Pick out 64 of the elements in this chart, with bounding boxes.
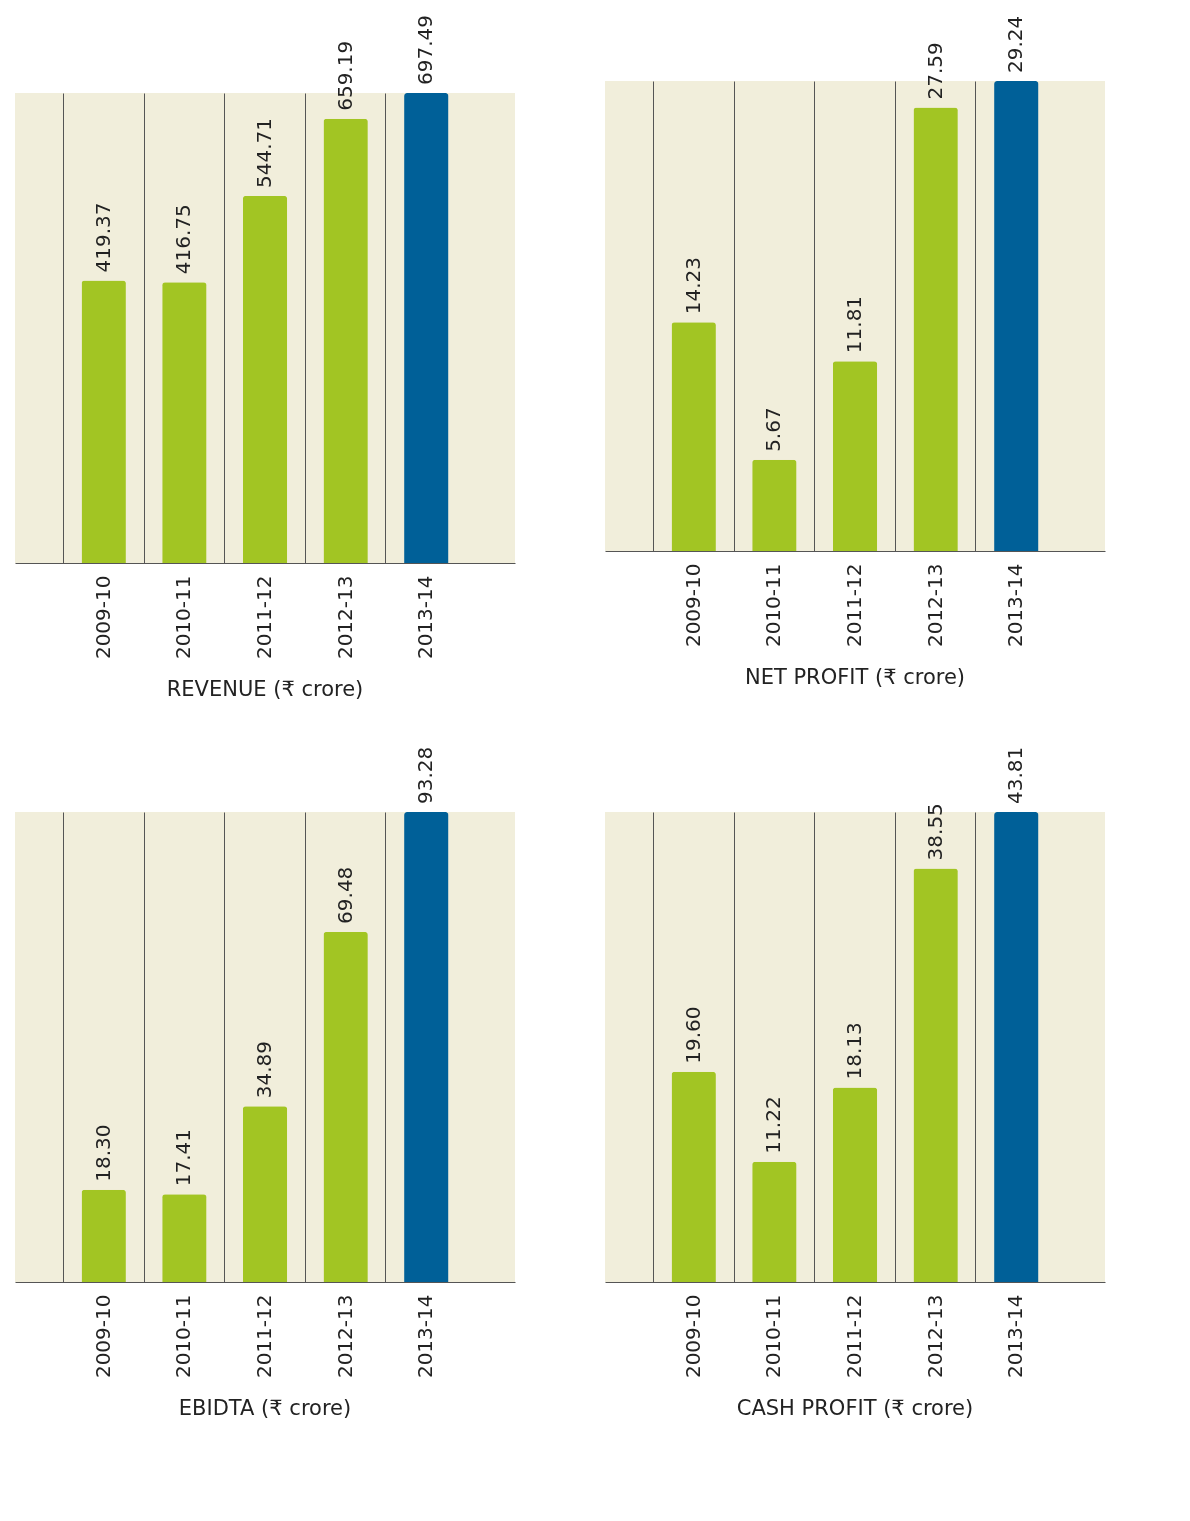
- data-label: 27.59: [922, 42, 947, 100]
- bar: [242, 1106, 288, 1282]
- text: NET PROFIT (₹ crore): [744, 664, 966, 689]
- x-tick-label: 2011-12: [252, 575, 276, 660]
- data-label: 93.28: [413, 746, 438, 804]
- x-tick-label: 2009-10: [680, 1294, 705, 1379]
- data-label: 419.37: [90, 202, 115, 273]
- x-tick-label: 2013-14: [413, 575, 438, 660]
- data-label: 43.81: [1003, 746, 1028, 804]
- bar: [81, 1189, 126, 1282]
- data-label: 69.48: [332, 866, 357, 924]
- bar: [913, 107, 958, 551]
- data-label: 5.67: [761, 407, 786, 452]
- data-label: 34.89: [252, 1040, 276, 1099]
- bar: [162, 1194, 207, 1282]
- x-tick-label: 2009-10: [680, 563, 705, 648]
- x-tick-label: 2012-13: [332, 575, 357, 660]
- data-label: 18.13: [842, 1022, 866, 1080]
- x-tick-label: 2010-11: [171, 575, 196, 660]
- data-label: 11.22: [761, 1096, 786, 1154]
- bar: [752, 1161, 797, 1282]
- bar: [162, 282, 207, 563]
- x-tick-label: 2009-10: [90, 575, 115, 660]
- data-label: 18.30: [90, 1124, 115, 1182]
- data-label: 697.49: [413, 15, 438, 85]
- bar: [832, 361, 878, 551]
- text: EBIDTA (₹ crore): [178, 1395, 352, 1420]
- bar: [404, 93, 449, 563]
- x-tick-label: 2012-13: [332, 1294, 357, 1379]
- bar: [323, 118, 368, 563]
- data-label: 416.75: [171, 204, 196, 275]
- bar: [323, 931, 368, 1282]
- bar: [242, 195, 288, 563]
- data-label: 19.60: [680, 1006, 705, 1064]
- bar: [404, 812, 449, 1282]
- x-tick-label: 2010-11: [761, 563, 786, 648]
- data-label: 11.81: [842, 295, 866, 354]
- x-tick-label: 2013-14: [1003, 563, 1028, 648]
- data-label: 17.41: [171, 1129, 196, 1187]
- bar: [832, 1087, 878, 1282]
- x-tick-label: 2010-11: [171, 1294, 196, 1379]
- x-tick-label: 2010-11: [761, 1294, 786, 1379]
- bar: [913, 868, 958, 1282]
- data-label: 544.71: [252, 117, 276, 188]
- text: REVENUE (₹ crore): [166, 676, 364, 701]
- bar: [671, 1071, 716, 1282]
- bar: [81, 280, 126, 563]
- x-tick-label: 2013-14: [413, 1294, 438, 1379]
- data-label: 29.24: [1003, 15, 1028, 73]
- x-tick-label: 2011-12: [252, 1294, 276, 1379]
- x-tick-label: 2013-14: [1003, 1294, 1028, 1379]
- text: CASH PROFIT (₹ crore): [736, 1395, 974, 1420]
- bar: [752, 459, 797, 551]
- bar: [994, 81, 1039, 551]
- data-label: 659.19: [332, 40, 357, 111]
- x-tick-label: 2012-13: [922, 1294, 947, 1379]
- x-tick-label: 2011-12: [842, 1294, 866, 1379]
- x-tick-label: 2012-13: [922, 563, 947, 648]
- bar: [994, 812, 1039, 1282]
- data-label: 14.23: [680, 257, 705, 315]
- data-label: 38.55: [922, 803, 947, 861]
- x-tick-label: 2011-12: [842, 563, 866, 648]
- bar: [671, 322, 716, 551]
- x-tick-label: 2009-10: [90, 1294, 115, 1379]
